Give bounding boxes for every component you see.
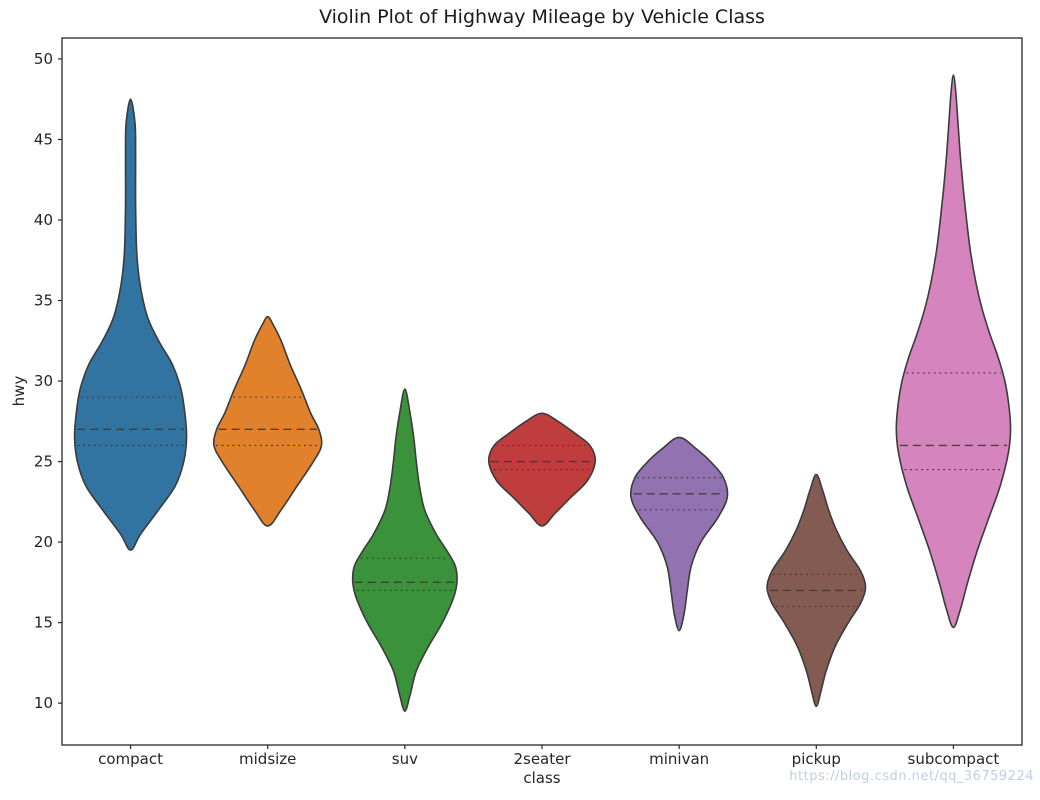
- violin-suv: [351, 388, 458, 712]
- x-axis-label: class: [523, 769, 561, 787]
- watermark: https://blog.csdn.net/qq_36759224: [789, 769, 1034, 784]
- violin-midsize: [212, 315, 323, 527]
- x-tick-label-compact: compact: [98, 750, 163, 768]
- violin-subcompact: [895, 74, 1012, 629]
- y-tick-label-45: 45: [34, 130, 53, 148]
- violin-2seater: [487, 412, 597, 527]
- violin-compact: [73, 98, 188, 551]
- x-tick-label-pickup: pickup: [792, 750, 841, 768]
- x-tick-label-minivan: minivan: [649, 750, 709, 768]
- y-tick-label-30: 30: [34, 372, 53, 390]
- x-tick-label-suv: suv: [392, 750, 418, 768]
- violin-minivan: [629, 436, 729, 632]
- plot-frame: [61, 37, 1023, 746]
- y-tick-label-15: 15: [34, 614, 53, 632]
- chart-title: Violin Plot of Highway Mileage by Vehicl…: [319, 6, 765, 28]
- x-tick-label-midsize: midsize: [239, 750, 296, 768]
- y-tick-label-25: 25: [34, 453, 53, 471]
- y-axis-label: hwy: [10, 375, 28, 407]
- y-tick-label-40: 40: [34, 211, 53, 229]
- y-tick-label-50: 50: [34, 50, 53, 68]
- y-tick-label-20: 20: [34, 533, 53, 551]
- x-tick-label-subcompact: subcompact: [908, 750, 1000, 768]
- y-tick-label-10: 10: [34, 694, 53, 712]
- y-tick-label-35: 35: [34, 292, 53, 310]
- x-tick-label-2seater: 2seater: [513, 750, 571, 768]
